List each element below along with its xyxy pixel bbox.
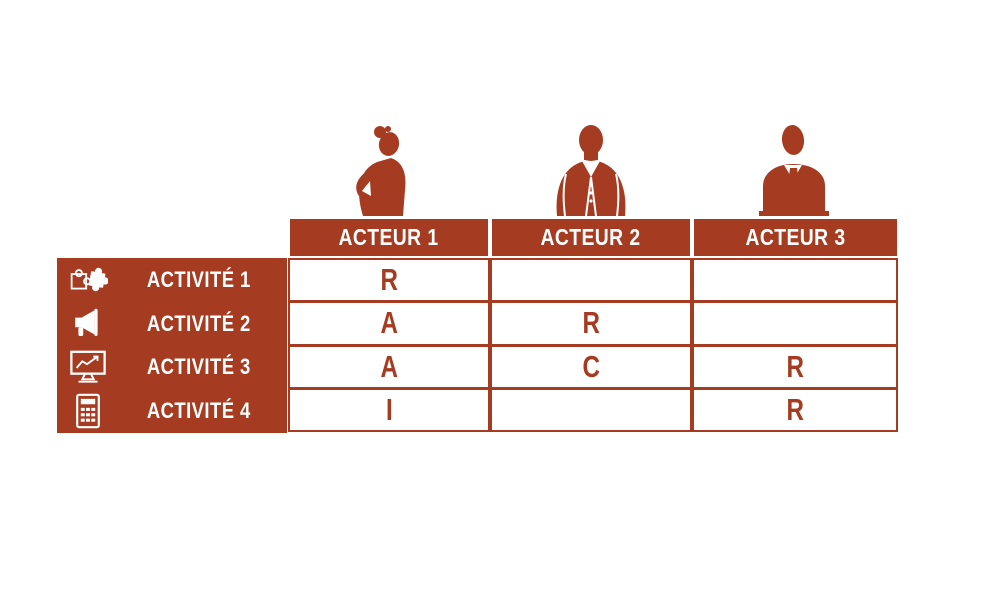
person-man-suit-tie-icon <box>753 124 837 216</box>
chart-monitor-icon <box>66 348 110 386</box>
cell-activity4-actor2 <box>492 389 690 430</box>
megaphone-icon <box>66 308 110 340</box>
actor-2-label: ACTEUR 2 <box>541 224 641 250</box>
cell-activity2-actor3 <box>694 303 896 344</box>
cell-activity2-actor1: A <box>290 303 488 344</box>
actor-3-label: ACTEUR 3 <box>745 224 846 250</box>
actor-1-label: ACTEUR 1 <box>339 224 439 250</box>
cell-activity3-actor3: R <box>694 346 896 387</box>
activities-label-block: ACTIVITÉ 1 ACTIVITÉ 2 <box>57 258 287 433</box>
person-woman-hand-on-hip-icon <box>347 124 431 216</box>
puzzle-icon <box>66 263 110 296</box>
cell-activity3-actor2: C <box>492 346 690 387</box>
calculator-icon <box>66 393 110 429</box>
cell-activity1-actor3 <box>694 260 896 301</box>
actors-header-row: ACTEUR 1 ACTEUR 2 ACTEUR 3 <box>290 219 897 256</box>
raci-grid: R A R A C R I R <box>288 258 898 432</box>
activity-1-label: ACTIVITÉ 1 <box>146 266 251 292</box>
actor-2-header: ACTEUR 2 <box>492 219 690 256</box>
activity-3-row-label: ACTIVITÉ 3 <box>57 346 287 390</box>
cell-activity3-actor1: A <box>290 346 488 387</box>
cell-activity4-actor1: I <box>290 389 488 430</box>
cell-activity1-actor1: R <box>290 260 488 301</box>
activity-2-row-label: ACTIVITÉ 2 <box>57 302 287 346</box>
actor-1-header: ACTEUR 1 <box>290 219 488 256</box>
activity-2-label: ACTIVITÉ 2 <box>146 310 251 336</box>
actor-3-header: ACTEUR 3 <box>694 219 897 256</box>
cell-activity4-actor3: R <box>694 389 896 430</box>
activity-4-label: ACTIVITÉ 4 <box>146 398 251 424</box>
activity-3-label: ACTIVITÉ 3 <box>146 354 251 380</box>
cell-activity1-actor2 <box>492 260 690 301</box>
person-man-open-jacket-icon <box>549 124 633 216</box>
cell-activity2-actor2: R <box>492 303 690 344</box>
activity-4-row-label: ACTIVITÉ 4 <box>57 389 287 433</box>
activity-1-row-label: ACTIVITÉ 1 <box>57 258 287 302</box>
